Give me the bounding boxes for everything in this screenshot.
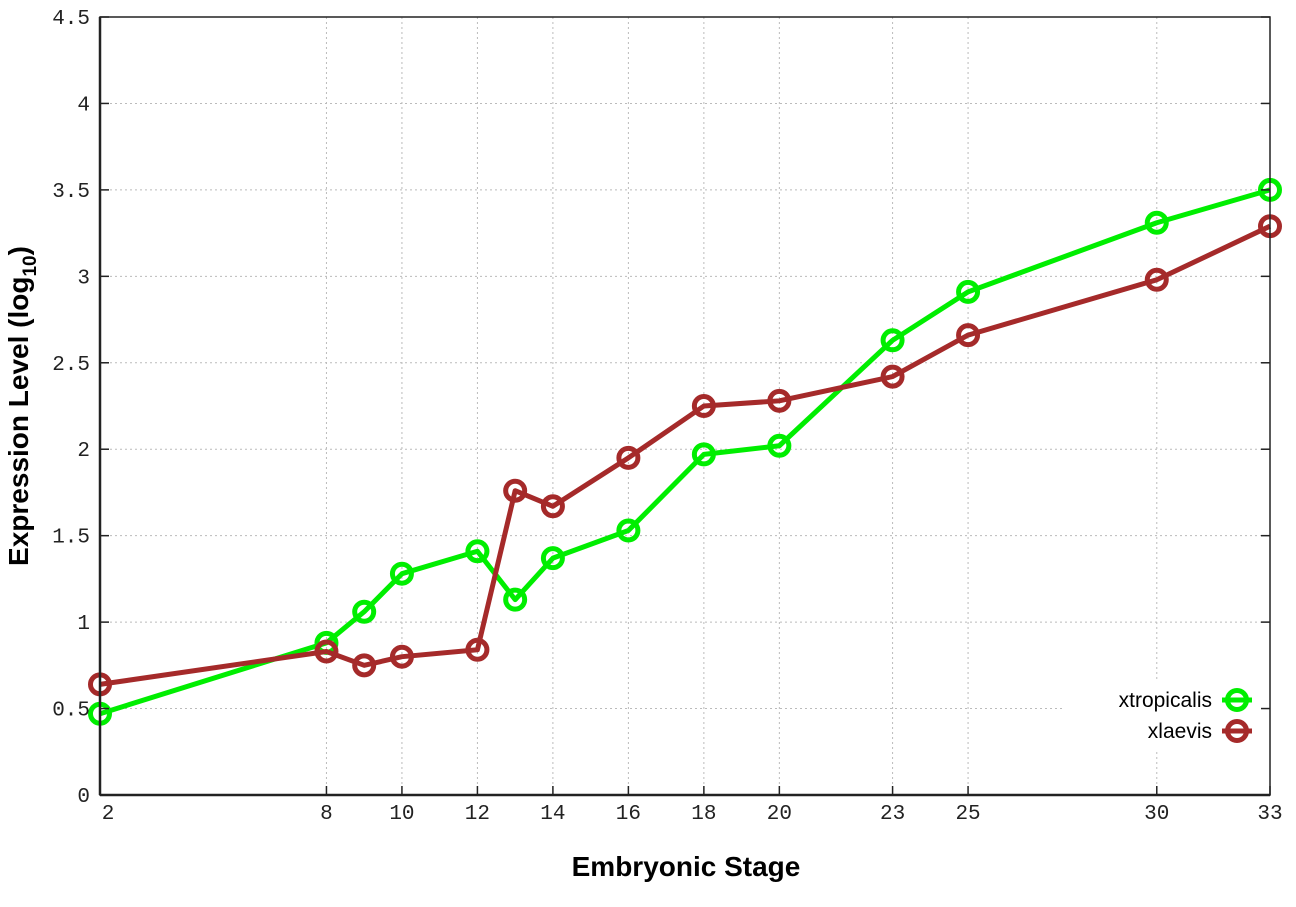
- data-point-xtropicalis: [956, 279, 981, 304]
- data-point-xlaevis: [1144, 267, 1169, 292]
- series-layer: [88, 177, 1282, 726]
- data-point-xtropicalis: [540, 546, 565, 571]
- y-tick-label: 3.5: [52, 181, 90, 204]
- legend: xtropicalis xlaevis: [1119, 688, 1252, 743]
- x-tick-label: 2: [102, 803, 115, 826]
- data-point-xtropicalis: [389, 561, 414, 586]
- y-tick-label: 0: [77, 786, 90, 809]
- y-axis-title: Expression Level (log10): [3, 246, 41, 566]
- y-tick-label: 2: [77, 440, 90, 463]
- data-point-xlaevis: [691, 394, 716, 418]
- data-point-xtropicalis: [1144, 210, 1169, 235]
- data-point-xlaevis: [616, 445, 641, 470]
- data-point-xtropicalis: [352, 599, 377, 624]
- series-line-xtropicalis: [99, 187, 1271, 717]
- data-point-xtropicalis: [880, 328, 905, 353]
- y-tick-label: 4.5: [52, 8, 90, 31]
- y-tick-label: 1: [77, 613, 90, 636]
- grid: [100, 17, 1270, 795]
- y-tick-label: 3: [77, 267, 90, 290]
- y-tick-label: 0.5: [52, 700, 90, 723]
- legend-marker: [1225, 688, 1249, 712]
- y-tick-label: 4: [77, 94, 90, 117]
- x-tick-label: 25: [955, 803, 980, 826]
- data-point-xlaevis: [314, 639, 339, 664]
- axes: 0 0.5 1 1.5 2 2.5 3 3.5 4 4.5 2 8 10 12 14 16 18 20 23 25 30…: [52, 8, 1282, 826]
- x-tick-label: 8: [320, 803, 333, 826]
- x-tick-label: 14: [540, 803, 565, 826]
- plot-border: [99, 16, 1271, 796]
- data-point-xlaevis: [540, 494, 565, 519]
- data-point-xlaevis: [352, 653, 377, 678]
- data-point-xlaevis: [465, 637, 490, 662]
- x-tick-label: 33: [1257, 803, 1282, 826]
- x-tick-label: 16: [616, 803, 641, 826]
- x-tick-label: 20: [767, 803, 792, 826]
- data-point-xtropicalis: [465, 539, 490, 564]
- x-tick-label: 12: [465, 803, 490, 826]
- x-tick-label: 10: [389, 803, 414, 826]
- series-line-xlaevis: [99, 223, 1272, 687]
- data-point-xtropicalis: [616, 518, 641, 543]
- x-tick-label: 30: [1144, 803, 1169, 826]
- data-point-xtropicalis: [691, 442, 716, 467]
- data-point-xlaevis: [503, 478, 528, 503]
- legend-label: xlaevis: [1148, 720, 1212, 743]
- data-point-xlaevis: [880, 364, 905, 389]
- x-tick-label: 18: [691, 803, 716, 826]
- data-point-xtropicalis: [767, 433, 792, 458]
- data-point-xlaevis: [767, 388, 792, 413]
- data-point-xlaevis: [389, 644, 414, 669]
- x-axis-title: Embryonic Stage: [572, 851, 801, 882]
- data-point-xtropicalis: [503, 587, 528, 612]
- data-point-xlaevis: [956, 323, 981, 348]
- x-tick-label: 23: [880, 803, 905, 826]
- y-tick-label: 2.5: [52, 354, 90, 377]
- legend-marker: [1225, 719, 1249, 743]
- y-tick-label: 1.5: [52, 527, 90, 550]
- legend-label: xtropicalis: [1119, 689, 1212, 712]
